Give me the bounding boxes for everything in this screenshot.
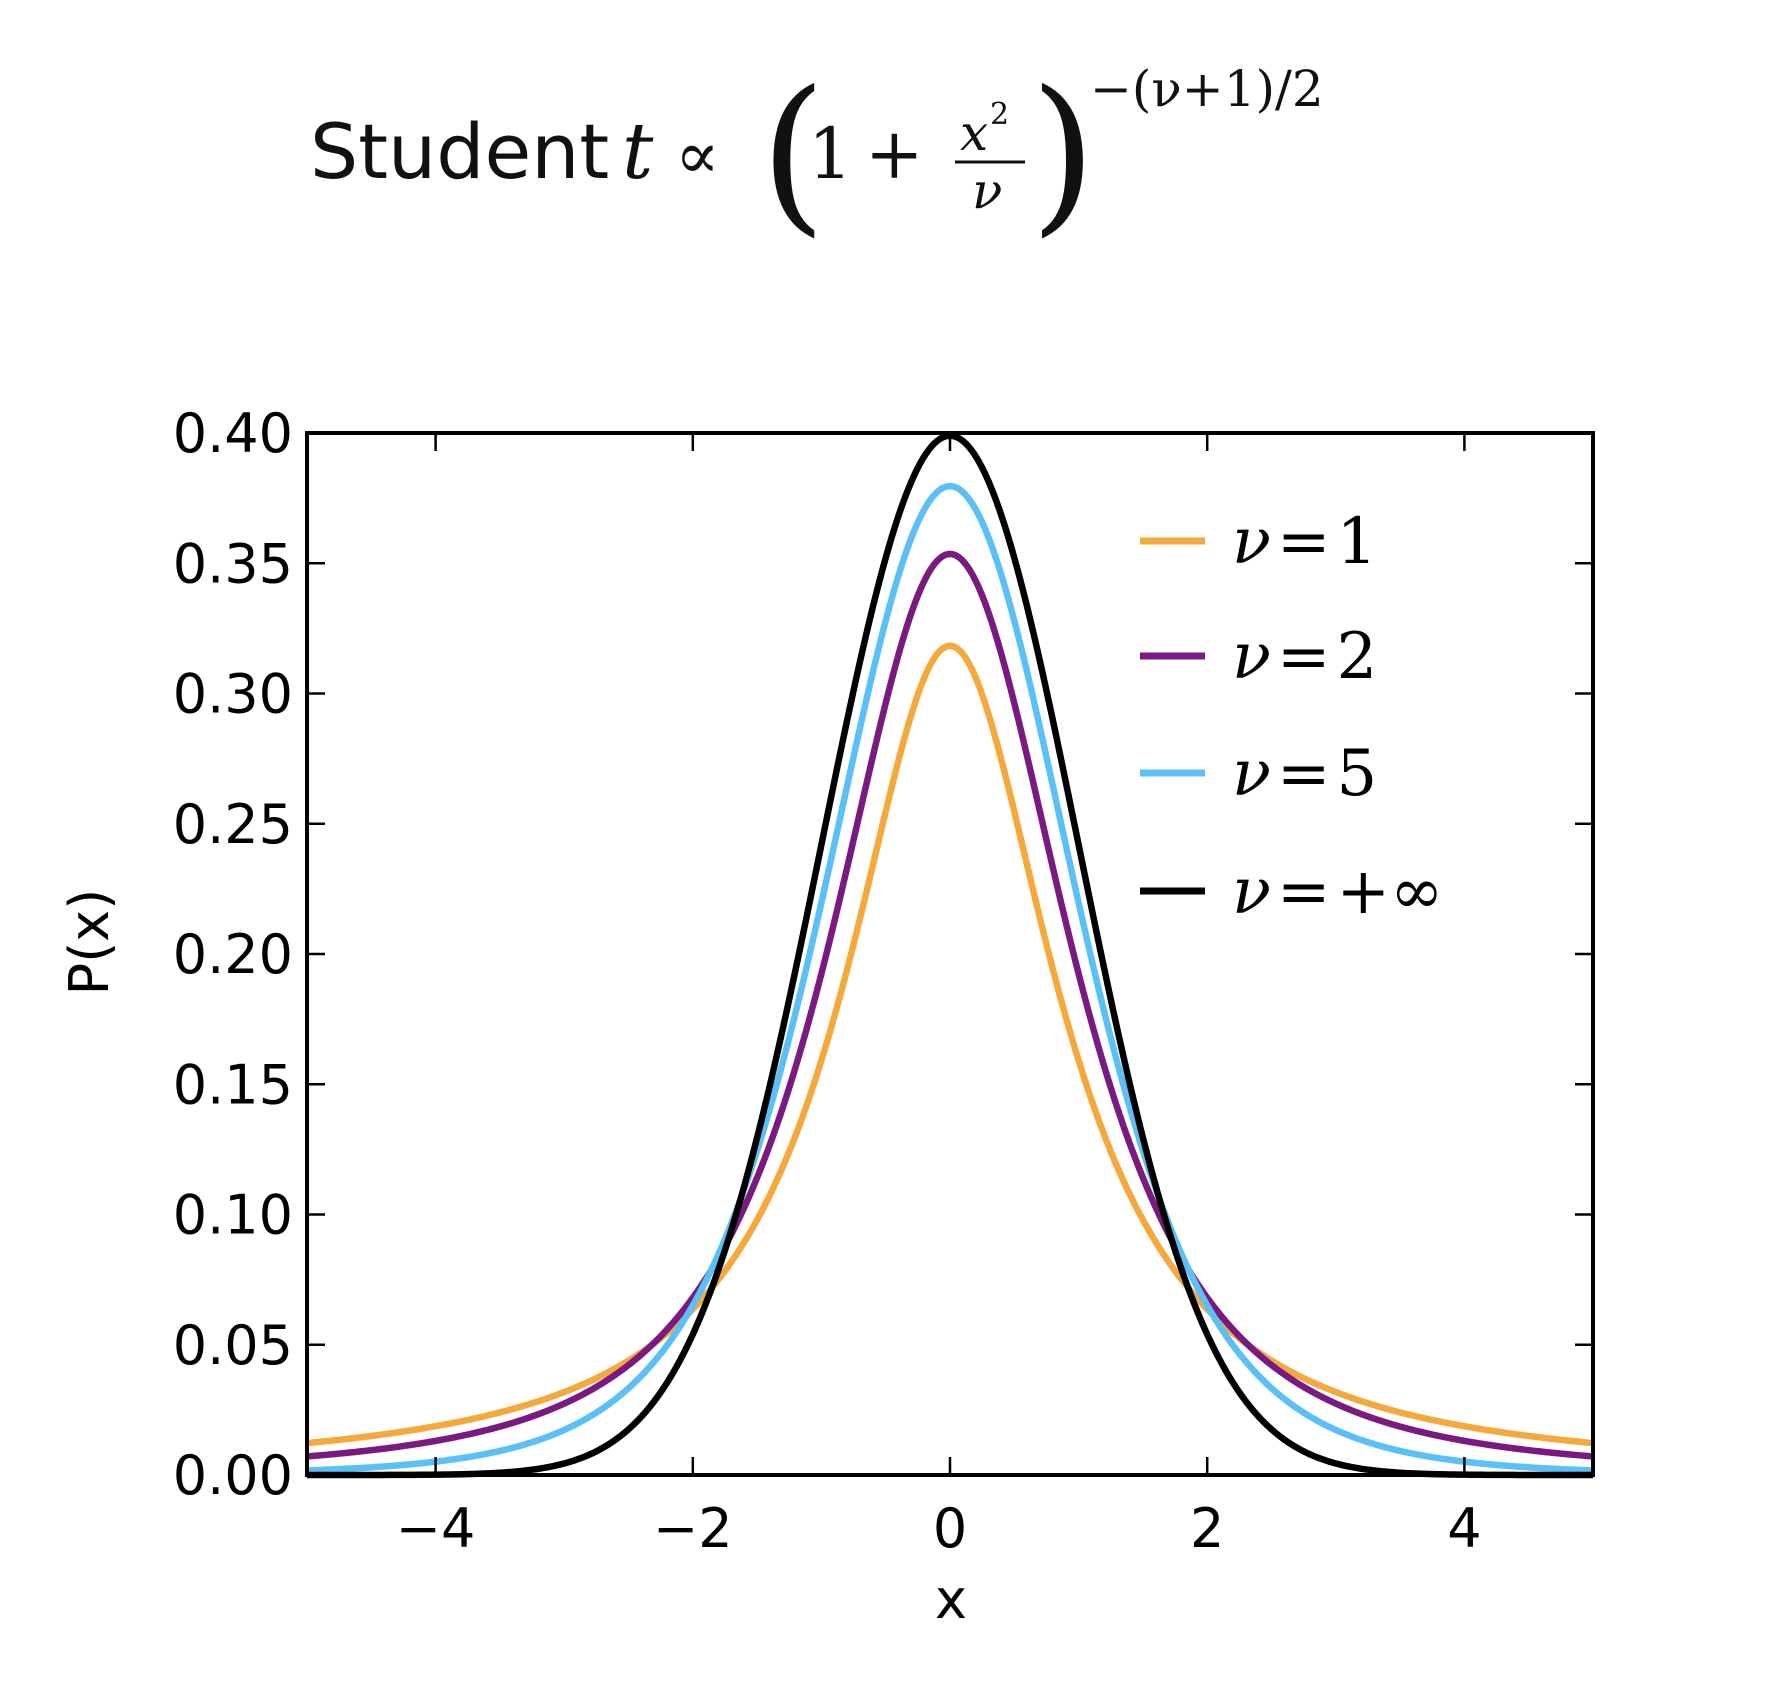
x-axis-ticks bbox=[434, 433, 1466, 1475]
chart-title-variable: t bbox=[622, 107, 654, 197]
series-line-2 bbox=[305, 550, 1595, 1460]
y-tick-label: 0.25 bbox=[173, 793, 293, 856]
x-tick-label: −2 bbox=[653, 1497, 733, 1560]
title-exponent: −(ν+1)/2 bbox=[1090, 60, 1324, 118]
x-axis-label: x bbox=[935, 1568, 967, 1631]
title-frac-denominator: ν bbox=[972, 162, 1002, 220]
y-axis-ticks bbox=[307, 431, 1593, 1477]
y-tick-label: 0.05 bbox=[173, 1314, 293, 1377]
x-axis-tick-labels: −4 −2 0 2 4 bbox=[396, 1497, 1482, 1560]
curves bbox=[305, 432, 1595, 1479]
legend-label-4: ν=+∞ bbox=[1232, 855, 1443, 929]
title-right-paren: ) bbox=[1030, 55, 1096, 253]
series-line-1 bbox=[305, 642, 1595, 1447]
title-proportional-symbol: ∝ bbox=[675, 117, 720, 194]
y-axis-label: P(x) bbox=[58, 889, 121, 996]
title-plus: + bbox=[865, 113, 924, 195]
plot-frame bbox=[305, 431, 1595, 1477]
x-tick-label: 2 bbox=[1190, 1497, 1224, 1560]
x-tick-label: 4 bbox=[1447, 1497, 1481, 1560]
legend-label-2: ν=2 bbox=[1232, 620, 1377, 694]
chart-title-prefix: Student bbox=[310, 107, 609, 196]
title-frac-exponent: 2 bbox=[990, 97, 1009, 132]
y-tick-label: 0.40 bbox=[173, 402, 293, 465]
x-tick-label: −4 bbox=[396, 1497, 476, 1560]
legend-label-1: ν=1 bbox=[1232, 505, 1377, 579]
y-tick-label: 0.10 bbox=[173, 1184, 293, 1247]
series-line-3 bbox=[305, 482, 1595, 1474]
chart-title: Student t ∝ ( 1 + x 2 ν ) −(ν+1)/2 bbox=[310, 55, 1324, 253]
title-frac-numerator: x bbox=[960, 104, 988, 162]
legend: ν=1 ν=2 ν=5 ν=+∞ bbox=[1140, 505, 1443, 929]
y-tick-label: 0.15 bbox=[173, 1053, 293, 1116]
title-one: 1 bbox=[808, 113, 853, 195]
y-axis-tick-labels: 0.00 0.05 0.10 0.15 0.20 0.25 0.30 0.35 0.40 bbox=[173, 402, 293, 1507]
series-line-4 bbox=[305, 432, 1595, 1479]
title-left-paren: ( bbox=[760, 55, 826, 253]
y-tick-label: 0.20 bbox=[173, 923, 293, 986]
y-tick-label: 0.35 bbox=[173, 532, 293, 595]
y-tick-label: 0.30 bbox=[173, 663, 293, 726]
legend-label-3: ν=5 bbox=[1232, 737, 1377, 811]
y-tick-label: 0.00 bbox=[173, 1444, 293, 1507]
x-tick-label: 0 bbox=[933, 1497, 967, 1560]
chart-title-formula: ∝ ( 1 + x 2 ν ) −(ν+1)/2 bbox=[675, 55, 1324, 253]
plot-area: −4 −2 0 2 4 0.00 0.05 0.10 0.15 0.20 0.25 0.30 0.35… bbox=[173, 402, 1595, 1560]
